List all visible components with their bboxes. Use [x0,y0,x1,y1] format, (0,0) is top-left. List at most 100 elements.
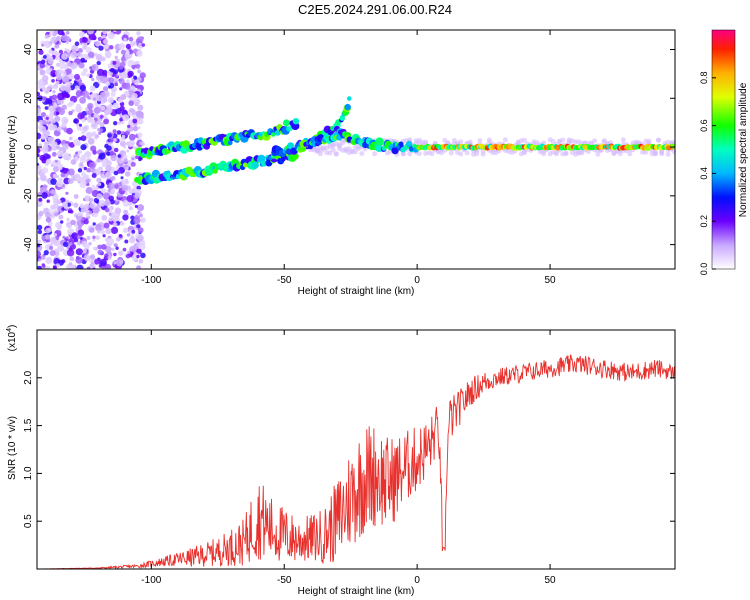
chart-title: C2E5.2024.291.06.00.R24 [298,2,452,17]
noise-cell [121,130,125,135]
noise-cell [125,254,131,259]
noise-cell [136,110,144,119]
noise-cell [66,202,71,207]
colorbar-gradient [711,29,736,270]
noise-cell [112,60,117,65]
y-tick-label: 40 [23,44,34,56]
noise-cell [127,70,134,77]
noise-cell [51,79,55,83]
noise-cell [48,209,52,214]
noise-cell [37,250,41,258]
noise-cell [120,71,128,79]
snr-panel: -100 -50 0 50 0.5 1.0 1.5 2.0 Height of straig… [6,325,676,597]
colorbar-tick-label: 0.8 [699,72,709,85]
noise-cell [40,59,46,65]
noise-cell [53,265,57,269]
noise-cell [42,145,49,152]
noise-cell [56,145,61,150]
x-tick-label: 0 [414,275,420,286]
noise-cell [105,228,112,235]
noise-cell [38,49,44,55]
haze-cell [643,149,649,155]
noise-cell [127,250,131,254]
noise-cell [133,75,138,80]
noise-cell [139,213,143,218]
noise-cell [121,134,126,139]
noise-cell [136,224,141,229]
noise-cell [110,154,117,162]
noise-cell [45,227,51,234]
ridge-cell [287,142,294,150]
noise-cell [41,263,46,267]
noise-cell [133,79,140,86]
haze-cell [458,139,464,145]
noise-cell [50,189,56,195]
noise-cell [113,261,117,265]
noise-cell [98,56,104,62]
noise-cell [64,48,68,52]
noise-cell [141,142,145,146]
noise-cell [61,53,68,60]
noise-cell [116,130,122,135]
noise-cell [49,236,57,244]
noise-cell [68,110,73,116]
noise-cell [81,118,86,123]
noise-cell [128,36,134,42]
noise-cell [100,225,105,230]
noise-cell [68,73,75,80]
noise-cell [96,60,101,66]
noise-cell [126,233,131,237]
noise-cell [97,36,102,42]
noise-cell [112,214,120,222]
noise-cell [140,252,146,259]
noise-cell [78,62,85,69]
noise-cell [85,179,90,184]
ridge-cell [282,119,290,127]
y-tick-label: 1.5 [23,418,34,432]
noise-cell [107,237,115,245]
noise-cell [93,112,100,119]
noise-cell [120,178,125,183]
noise-cell [92,235,96,240]
x-tick-label: 0 [414,575,420,586]
noise-cell [75,248,83,256]
noise-cell [54,115,61,122]
noise-cell [70,219,76,225]
noise-cell [37,239,42,244]
noise-cell [125,166,129,170]
noise-cell [141,43,146,47]
noise-cell [38,124,44,130]
noise-cell [82,125,88,131]
noise-cell [37,153,40,157]
noise-cell [47,84,54,91]
haze-cell [502,137,508,143]
noise-cell [88,161,96,169]
noise-cell [94,41,97,45]
noise-cell [105,164,112,172]
noise-cell [45,212,51,219]
noise-cell [44,106,49,110]
noise-cell [38,258,42,262]
noise-cell [70,159,77,165]
noise-cell [113,252,117,257]
haze-cell [458,151,464,157]
noise-cell [49,213,56,219]
snr-y-exponent: (x104) [6,325,18,352]
y-tick-label: -20 [23,188,34,203]
noise-cell [136,50,143,57]
noise-cell [124,90,129,95]
noise-cell [66,249,75,257]
noise-cell [124,239,129,244]
noise-cell [81,90,90,98]
noise-cell [61,167,68,174]
ridge-cell [227,140,233,146]
noise-cell [75,90,83,97]
noise-cell [45,266,50,269]
noise-cell [76,264,84,269]
noise-cell [96,177,102,183]
noise-cell [139,72,146,79]
noise-cell [100,229,106,235]
noise-cell [52,90,56,94]
noise-cell [85,46,92,54]
noise-cell [44,234,51,240]
